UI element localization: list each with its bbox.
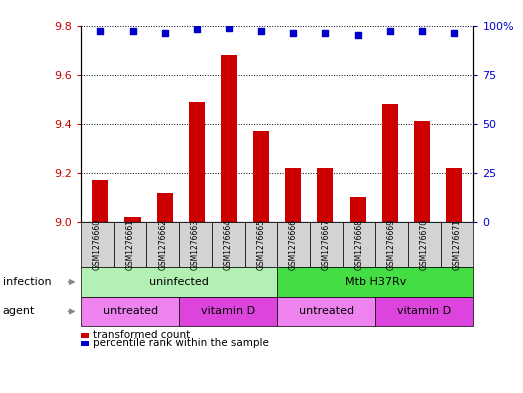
Text: GSM1276662: GSM1276662 (158, 219, 167, 270)
Bar (349, 197, 366, 222)
Text: Mtb H37Rv: Mtb H37Rv (345, 277, 406, 287)
Point (450, 30, 458, 37)
Bar (221, 55, 237, 222)
Bar (414, 121, 430, 222)
Point (128, 28, 137, 35)
Text: GSM1276663: GSM1276663 (191, 219, 200, 270)
Point (418, 28, 426, 35)
Bar (93, 180, 108, 222)
Bar (124, 217, 141, 222)
Text: GSM1276669: GSM1276669 (387, 219, 396, 270)
Point (385, 28, 394, 35)
Text: untreated: untreated (103, 307, 157, 316)
Bar (446, 168, 462, 222)
Text: GSM1276671: GSM1276671 (452, 219, 461, 270)
Point (321, 30, 329, 37)
Bar (156, 193, 173, 222)
Text: uninfected: uninfected (149, 277, 209, 287)
Text: percentile rank within the sample: percentile rank within the sample (93, 338, 269, 348)
Point (354, 32, 362, 39)
Point (289, 30, 298, 37)
Text: GSM1276665: GSM1276665 (256, 219, 265, 270)
Bar (285, 168, 301, 222)
Bar (382, 104, 398, 222)
Text: infection: infection (3, 277, 51, 287)
Text: vitamin D: vitamin D (201, 307, 255, 316)
Text: untreated: untreated (299, 307, 354, 316)
Point (192, 26, 201, 33)
Text: GSM1276666: GSM1276666 (289, 219, 298, 270)
Bar (317, 168, 334, 222)
Point (225, 24, 233, 31)
Point (161, 30, 169, 37)
Bar (253, 131, 269, 222)
Point (96, 28, 105, 35)
Text: GSM1276668: GSM1276668 (355, 219, 363, 270)
Point (257, 28, 265, 35)
Text: GSM1276660: GSM1276660 (93, 219, 102, 270)
Text: agent: agent (3, 307, 35, 316)
Text: vitamin D: vitamin D (397, 307, 451, 316)
Text: GSM1276667: GSM1276667 (322, 219, 331, 270)
Bar (189, 102, 205, 222)
Text: GSM1276664: GSM1276664 (224, 219, 233, 270)
Text: GSM1276661: GSM1276661 (126, 219, 134, 270)
Text: transformed count: transformed count (93, 331, 190, 340)
Text: GSM1276670: GSM1276670 (420, 219, 429, 270)
